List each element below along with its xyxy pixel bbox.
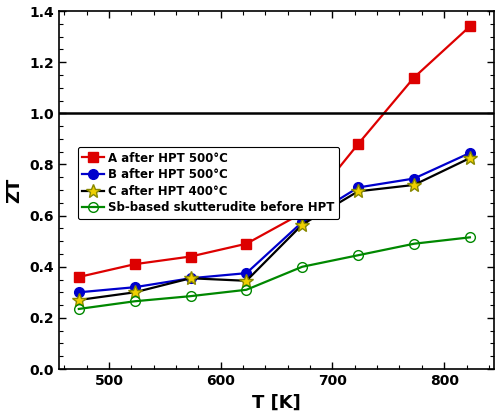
- B after HPT 500°C: [244, 271, 250, 276]
- C after HPT 400°C: [467, 156, 473, 161]
- C after HPT 400°C: [300, 222, 306, 227]
- Sb-based skutterudite before HPT: [244, 287, 250, 292]
- A after HPT 500°C: [244, 241, 250, 246]
- Sb-based skutterudite before HPT: [76, 306, 82, 311]
- B after HPT 500°C: [76, 290, 82, 295]
- A after HPT 500°C: [188, 254, 194, 259]
- Line: B after HPT 500°C: B after HPT 500°C: [74, 148, 474, 297]
- B after HPT 500°C: [411, 176, 417, 181]
- C after HPT 400°C: [76, 297, 82, 302]
- A after HPT 500°C: [300, 211, 306, 216]
- A after HPT 500°C: [355, 141, 361, 146]
- C after HPT 400°C: [244, 278, 250, 283]
- C after HPT 400°C: [411, 182, 417, 187]
- B after HPT 500°C: [132, 285, 138, 290]
- C after HPT 400°C: [188, 276, 194, 281]
- Sb-based skutterudite before HPT: [467, 235, 473, 240]
- B after HPT 500°C: [467, 151, 473, 156]
- Legend: A after HPT 500°C, B after HPT 500°C, C after HPT 400°C, Sb-based skutterudite b: A after HPT 500°C, B after HPT 500°C, C …: [78, 147, 340, 219]
- C after HPT 400°C: [355, 189, 361, 194]
- B after HPT 500°C: [300, 219, 306, 224]
- A after HPT 500°C: [76, 274, 82, 279]
- Sb-based skutterudite before HPT: [300, 264, 306, 269]
- B after HPT 500°C: [188, 276, 194, 281]
- Sb-based skutterudite before HPT: [355, 253, 361, 258]
- A after HPT 500°C: [411, 75, 417, 80]
- Line: A after HPT 500°C: A after HPT 500°C: [74, 22, 474, 282]
- Sb-based skutterudite before HPT: [132, 299, 138, 304]
- Line: C after HPT 400°C: C after HPT 400°C: [72, 151, 477, 307]
- A after HPT 500°C: [467, 24, 473, 29]
- C after HPT 400°C: [132, 290, 138, 295]
- Y-axis label: ZT: ZT: [6, 177, 24, 203]
- A after HPT 500°C: [132, 262, 138, 267]
- X-axis label: T [K]: T [K]: [252, 394, 301, 412]
- Line: Sb-based skutterudite before HPT: Sb-based skutterudite before HPT: [74, 233, 474, 314]
- Sb-based skutterudite before HPT: [188, 294, 194, 299]
- Sb-based skutterudite before HPT: [411, 241, 417, 246]
- B after HPT 500°C: [355, 185, 361, 190]
